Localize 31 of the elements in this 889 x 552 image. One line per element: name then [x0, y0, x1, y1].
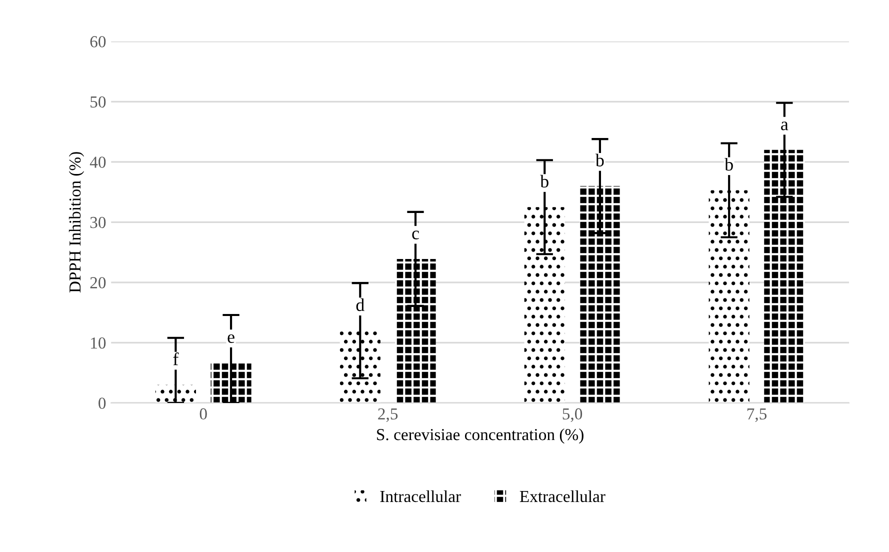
legend-label: Extracellular: [520, 490, 606, 502]
bar: [708, 190, 750, 403]
y-tick-label: 0: [98, 398, 106, 409]
y-axis-title: DPPH Inhibition (%): [68, 152, 84, 293]
bar: [155, 384, 196, 403]
y-tick-label: 40: [90, 156, 106, 168]
x-axis-title: S. cerevisiae concentration (%): [377, 428, 584, 444]
data-label: f: [173, 352, 179, 366]
y-tick-label: 60: [90, 36, 106, 48]
x-tick-label: 7,5: [747, 408, 767, 422]
bar: [580, 186, 620, 403]
legend-label: Intracellular: [380, 490, 461, 502]
data-label: b: [540, 174, 548, 188]
bar: [764, 150, 805, 403]
data-label: b: [724, 158, 733, 171]
data-label: a: [781, 122, 788, 130]
data-label: b: [595, 154, 604, 166]
x-tick-label: 0: [200, 408, 207, 420]
x-tick-label: 5,0: [562, 408, 582, 422]
y-tick-label: 30: [90, 216, 106, 228]
data-label: e: [228, 334, 234, 343]
bar: [524, 207, 565, 403]
bar: [340, 330, 380, 403]
data-label: c: [412, 230, 419, 240]
y-tick-label: 20: [90, 277, 106, 288]
x-tick-label: 2,5: [378, 408, 398, 422]
data-label: d: [356, 298, 364, 312]
bar: [210, 362, 252, 403]
y-tick-label: 10: [91, 337, 106, 349]
bar: [395, 258, 436, 403]
y-tick-label: 50: [90, 96, 106, 108]
